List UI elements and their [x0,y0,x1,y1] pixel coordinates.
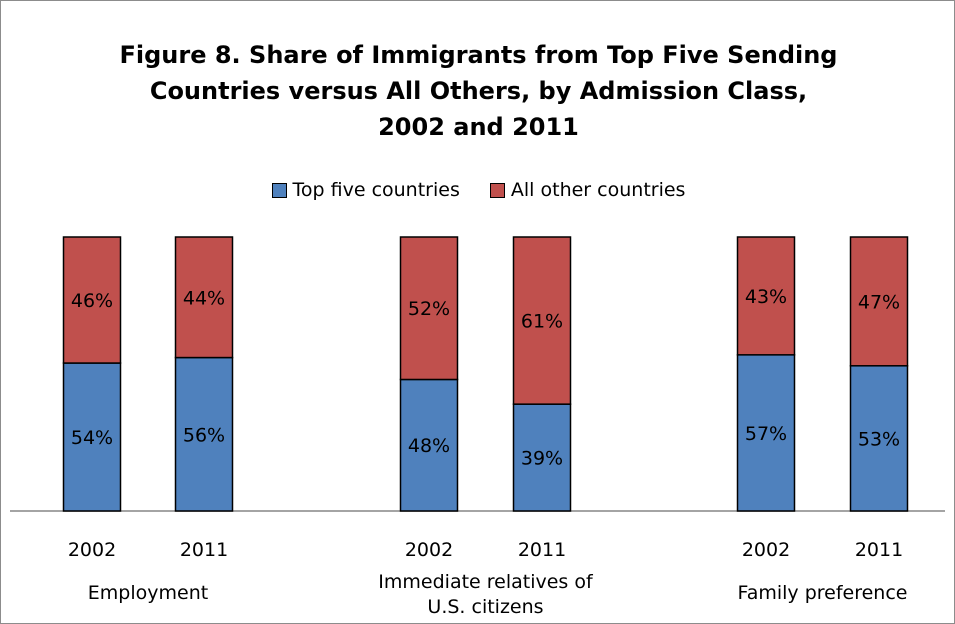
bar-all-other-1-0 [399,236,459,381]
bar-all-other-0-0 [62,236,122,364]
legend-item-all-other: All other countries [489,179,686,201]
bar-all-other-0-1 [174,236,234,359]
data-label-all-other-0-1: 44% [183,287,225,309]
data-label-all-other-1-0: 52% [408,298,450,320]
chart-title-line-2: Countries versus All Others, by Admissio… [149,77,808,105]
x-tick-label-0-1: 2011 [180,539,228,561]
bar-all-other-2-0 [736,236,796,356]
data-label-all-other-2-1: 47% [858,291,900,313]
x-tick-label-2-1: 2011 [855,539,903,561]
legend-item-top-five: Top five countries [271,179,460,201]
x-tick-label-2-0: 2002 [742,539,790,561]
legend-label-all-other: All other countries [510,179,686,201]
legend-swatch-top-five [271,182,287,198]
data-label-top-five-1-1: 39% [521,448,563,470]
data-label-all-other-2-0: 43% [745,286,787,308]
bar-all-other-2-1 [849,236,909,367]
x-tick-label-1-0: 2002 [405,539,453,561]
bar-top-five-1-1 [512,403,572,512]
category-label-0-0: Employment [88,582,208,604]
data-label-top-five-2-0: 57% [745,423,787,445]
bar-all-other-1-1 [512,236,572,405]
chart-title-line-1: Figure 8. Share of Immigrants from Top F… [119,41,838,69]
category-label-1-1: U.S. citizens [427,596,543,618]
bar-top-five-2-1 [849,365,909,512]
chart-legend: Top five countries All other countries [1,179,955,203]
bar-top-five-0-0 [62,362,122,512]
data-label-top-five-1-0: 48% [408,435,450,457]
x-tick-label-0-0: 2002 [68,539,116,561]
chart-title-line-3: 2002 and 2011 [378,113,579,141]
data-label-all-other-0-0: 46% [71,290,113,312]
chart-title: Figure 8. Share of Immigrants from Top F… [111,37,846,145]
legend-swatch-all-other [489,182,505,198]
data-label-top-five-2-1: 53% [858,428,900,450]
legend-label-top-five: Top five countries [292,179,460,201]
bar-top-five-0-1 [174,356,234,512]
data-label-all-other-1-1: 61% [521,311,563,333]
category-label-1-0: Immediate relatives of [378,571,594,593]
x-tick-label-1-1: 2011 [518,539,566,561]
data-label-top-five-0-0: 54% [71,427,113,449]
bar-top-five-2-0 [736,354,796,512]
data-label-top-five-0-1: 56% [183,424,225,446]
category-label-2-0: Family preference [738,582,908,604]
